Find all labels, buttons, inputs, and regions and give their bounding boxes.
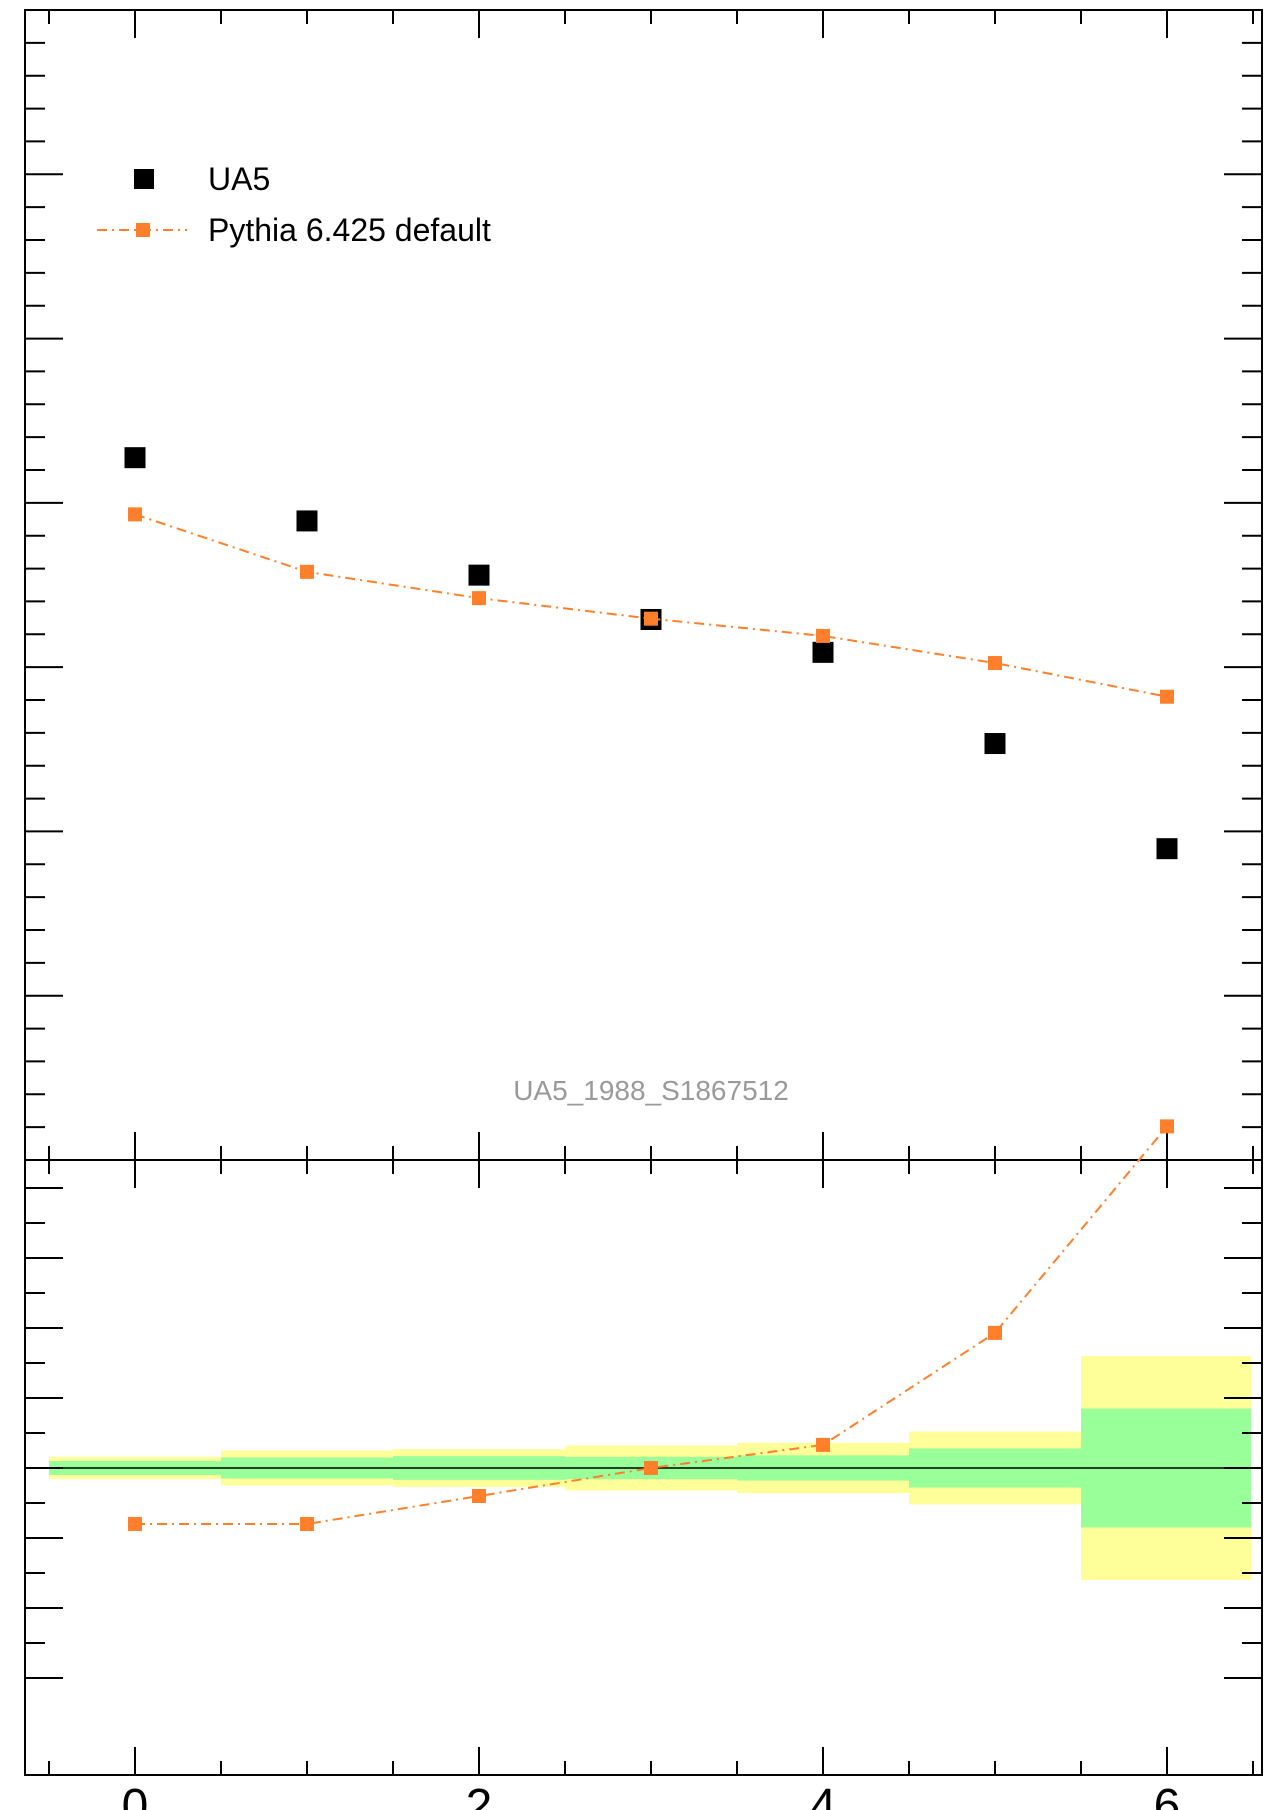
- pythia-ratio-point: [300, 1517, 314, 1531]
- ua5-data-point: [124, 447, 146, 469]
- pythia-ratio-point: [472, 1489, 486, 1503]
- pythia-main-point: [128, 507, 142, 522]
- pythia-main-point: [988, 656, 1002, 671]
- ua5-data-point: [1156, 838, 1178, 860]
- pythia-ratio-point: [988, 1325, 1002, 1340]
- ua5-data-point: [296, 510, 318, 532]
- legend-label-pythia: Pythia 6.425 default: [208, 212, 491, 248]
- x-tick-label: 2: [466, 1780, 493, 1810]
- pythia-main-point: [644, 611, 658, 626]
- ua5-data-point: [812, 641, 834, 663]
- pythia-main-point: [816, 628, 830, 643]
- legend-label-ua5: UA5: [208, 161, 270, 197]
- x-tick-label: 0: [122, 1780, 149, 1810]
- legend-marker-pythia: [136, 223, 150, 237]
- pythia-main-point: [1160, 689, 1174, 704]
- series-layer: [124, 447, 1178, 1531]
- pythia-ratio-point: [1160, 1119, 1174, 1134]
- x-tick-label: 4: [810, 1780, 837, 1810]
- pythia-main-line: [134, 513, 1168, 698]
- pythia-main-point: [300, 564, 314, 579]
- analysis-label: UA5_1988_S1867512: [513, 1075, 789, 1106]
- ratio-uncertainty-bands: [25, 1356, 1262, 1580]
- ratio-panel-axes: [24, 1159, 1263, 1776]
- pythia-ratio-point: [644, 1461, 658, 1475]
- ua5-data-point: [468, 564, 490, 586]
- legend-marker-ua5: [134, 169, 154, 189]
- pythia-main-point: [472, 591, 486, 606]
- pythia-ratio-point: [816, 1437, 830, 1452]
- legend: UA5 Pythia 6.425 default: [97, 161, 491, 248]
- ua5-data-point: [984, 733, 1006, 755]
- x-tick-label: 6: [1154, 1780, 1181, 1810]
- tick-labels: 0 2 4 6: [122, 1780, 1181, 1810]
- pythia-ratio-point: [128, 1517, 142, 1531]
